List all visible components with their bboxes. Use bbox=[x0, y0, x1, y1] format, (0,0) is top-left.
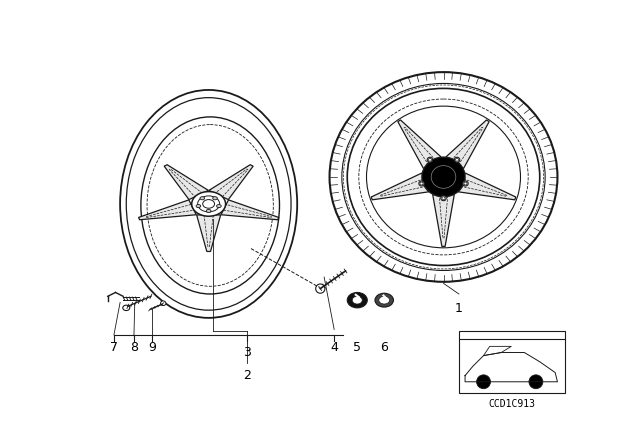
Ellipse shape bbox=[428, 157, 433, 162]
Polygon shape bbox=[164, 165, 209, 200]
Polygon shape bbox=[433, 195, 454, 246]
Ellipse shape bbox=[216, 205, 221, 207]
Ellipse shape bbox=[463, 181, 468, 186]
Ellipse shape bbox=[196, 205, 201, 207]
Circle shape bbox=[477, 375, 490, 389]
Polygon shape bbox=[221, 200, 279, 220]
Text: 9: 9 bbox=[148, 341, 156, 354]
Text: 1: 1 bbox=[455, 302, 463, 315]
Ellipse shape bbox=[348, 88, 540, 266]
Ellipse shape bbox=[123, 305, 130, 310]
Ellipse shape bbox=[192, 192, 225, 216]
Polygon shape bbox=[209, 165, 253, 200]
Text: CCD1C913: CCD1C913 bbox=[488, 399, 536, 409]
Ellipse shape bbox=[367, 106, 520, 248]
Polygon shape bbox=[138, 200, 196, 220]
Ellipse shape bbox=[379, 296, 390, 304]
Text: 4: 4 bbox=[330, 341, 338, 354]
Ellipse shape bbox=[419, 181, 424, 186]
Polygon shape bbox=[458, 173, 516, 200]
Ellipse shape bbox=[441, 196, 446, 201]
Ellipse shape bbox=[431, 166, 456, 188]
Text: 5: 5 bbox=[353, 341, 361, 354]
Text: 2: 2 bbox=[243, 370, 251, 383]
Text: 6: 6 bbox=[380, 341, 388, 354]
Polygon shape bbox=[371, 173, 429, 200]
Text: 8: 8 bbox=[130, 341, 138, 354]
Ellipse shape bbox=[206, 209, 211, 212]
Ellipse shape bbox=[454, 157, 460, 162]
Polygon shape bbox=[398, 120, 441, 168]
Ellipse shape bbox=[141, 117, 280, 294]
Ellipse shape bbox=[422, 157, 465, 197]
Ellipse shape bbox=[161, 301, 166, 306]
Bar bbox=[459, 331, 565, 392]
Polygon shape bbox=[446, 120, 489, 168]
Ellipse shape bbox=[212, 197, 218, 200]
Text: 7: 7 bbox=[110, 341, 118, 354]
Polygon shape bbox=[196, 215, 221, 251]
Ellipse shape bbox=[375, 293, 394, 307]
Circle shape bbox=[316, 284, 325, 293]
Circle shape bbox=[529, 375, 543, 389]
Ellipse shape bbox=[352, 296, 362, 304]
Text: 3: 3 bbox=[243, 346, 251, 359]
Ellipse shape bbox=[348, 293, 367, 308]
Ellipse shape bbox=[200, 197, 205, 200]
